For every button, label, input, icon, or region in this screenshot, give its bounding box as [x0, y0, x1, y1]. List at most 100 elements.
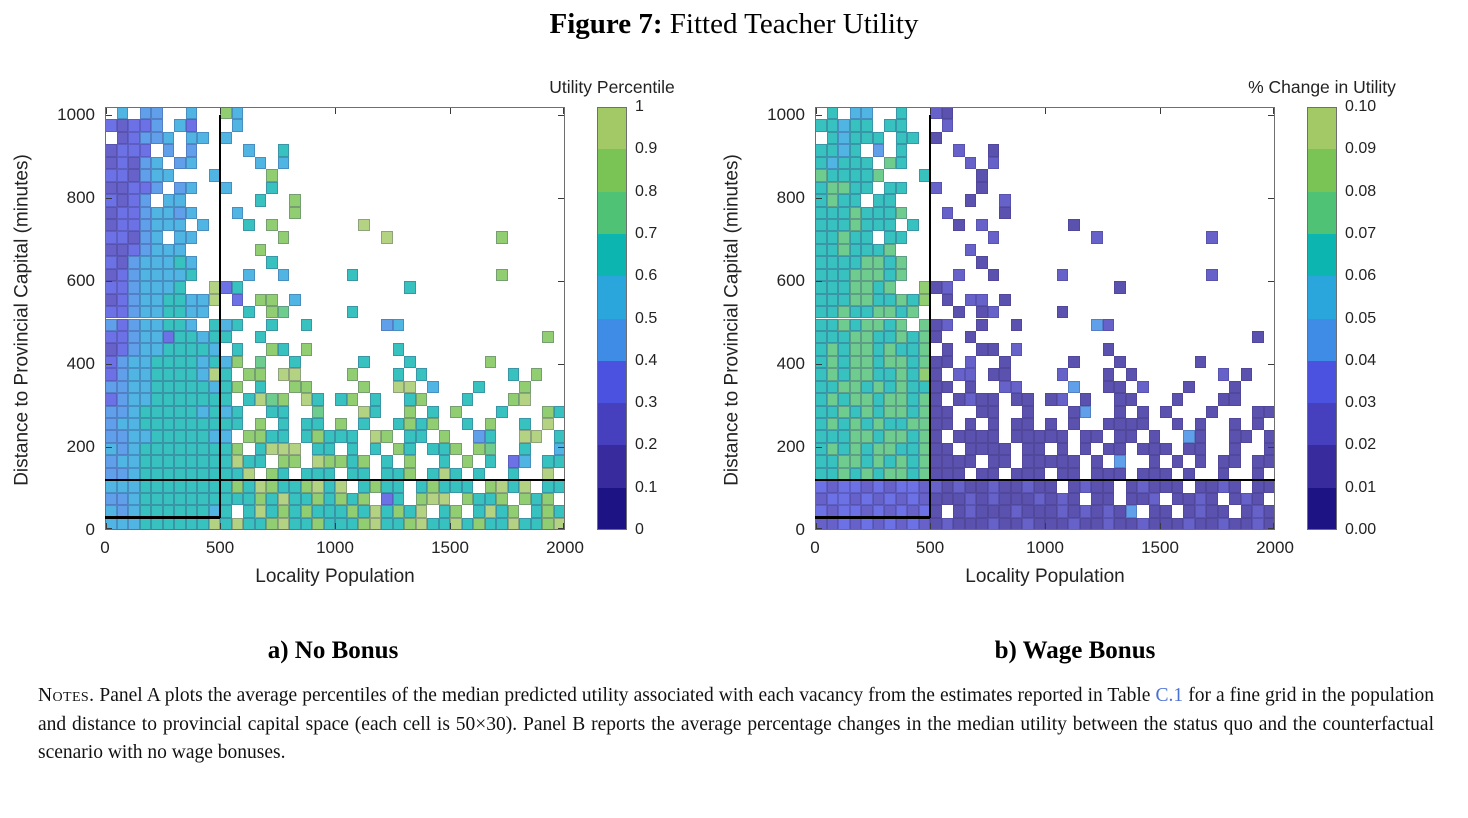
heatmap-cell	[884, 306, 896, 319]
heatmap-cell	[815, 119, 827, 132]
tick-mark	[1045, 108, 1046, 114]
heatmap-cell	[174, 243, 186, 257]
colorbar-title: % Change in Utility	[1248, 77, 1396, 97]
heatmap-cell	[335, 418, 347, 431]
heatmap-cell	[496, 517, 508, 530]
heatmap-cell	[987, 505, 999, 518]
heatmap-cell	[1183, 430, 1195, 443]
heatmap-cell	[1125, 430, 1137, 443]
colorbar-tick-label: 0.02	[1345, 436, 1377, 454]
heatmap-cell	[185, 355, 197, 369]
tick-mark	[816, 281, 822, 283]
heatmap-cell	[1033, 467, 1045, 481]
heatmap-cell	[530, 492, 542, 506]
tick-mark	[106, 447, 112, 449]
heatmap-cell	[174, 318, 186, 331]
heatmap-cell	[1114, 380, 1126, 394]
heatmap-cell	[815, 256, 827, 269]
heatmap-cell	[895, 455, 907, 468]
heatmap-cell	[553, 455, 565, 468]
heatmap-cell	[826, 418, 838, 431]
colorbar	[597, 107, 627, 530]
heatmap-cell	[1102, 505, 1114, 518]
heatmap-cell	[392, 442, 404, 456]
colorbar-tick-label: 0.4	[635, 351, 658, 369]
heatmap-cell	[1022, 517, 1034, 530]
table-ref-link[interactable]: C.1	[1155, 685, 1184, 706]
colorbar-segment	[597, 403, 627, 446]
colorbar-segment	[1307, 107, 1337, 150]
heatmap-cell	[116, 330, 128, 344]
heatmap-cell	[484, 492, 496, 506]
heatmap-cell	[128, 492, 140, 506]
heatmap-cell	[415, 393, 427, 406]
heatmap-cell	[174, 343, 186, 356]
heatmap-cell	[849, 492, 861, 506]
heatmap-cell	[162, 330, 174, 344]
heatmap-cell	[1114, 281, 1126, 294]
heatmap-cell	[1240, 430, 1252, 443]
heatmap-cell	[930, 131, 942, 145]
heatmap-cell	[930, 430, 942, 443]
heatmap-cell	[930, 467, 942, 481]
heatmap-cell	[838, 218, 850, 232]
heatmap-cell	[174, 281, 186, 294]
heatmap-cell	[1125, 368, 1137, 381]
heatmap-cell	[964, 330, 976, 344]
heatmap-cell	[346, 430, 358, 443]
heatmap-cell	[415, 492, 427, 506]
heatmap-cell	[930, 281, 942, 294]
heatmap-cell	[1056, 505, 1068, 518]
x-tick-label: 500	[205, 538, 235, 557]
heatmap-cell	[358, 455, 370, 468]
heatmap-cell	[838, 256, 850, 269]
colorbar-tick-label: 0.5	[635, 309, 658, 327]
heatmap-cell	[1252, 492, 1264, 506]
heatmap-cell	[1229, 442, 1241, 456]
heatmap-cell	[174, 156, 186, 170]
heatmap-cell	[243, 455, 255, 468]
heatmap-cell	[254, 418, 266, 431]
heatmap-cell	[861, 119, 873, 132]
heatmap-cell	[496, 405, 508, 419]
heatmap-cell	[1240, 368, 1252, 381]
heatmap-cell	[185, 330, 197, 344]
y-axis-label: Distance to Provincial Capital (minutes)	[11, 153, 33, 486]
heatmap-cell	[208, 480, 220, 493]
heatmap-cell	[289, 517, 301, 530]
heatmap-cell	[964, 418, 976, 431]
heatmap-cell	[1125, 393, 1137, 406]
heatmap-cell	[128, 194, 140, 207]
heatmap-cell	[1022, 455, 1034, 468]
tick-mark	[106, 364, 112, 366]
heatmap-cell	[930, 517, 942, 530]
heatmap-cell	[162, 405, 174, 419]
heatmap-cell	[289, 355, 301, 369]
heatmap-cell	[930, 355, 942, 369]
heatmap-cell	[208, 405, 220, 419]
heatmap-cell	[208, 467, 220, 481]
heatmap-cell	[427, 442, 439, 456]
heatmap-cell	[849, 268, 861, 282]
heatmap-cell	[473, 430, 485, 443]
heatmap-cell	[312, 430, 324, 443]
heatmap-cell	[826, 355, 838, 369]
heatmap-cell	[1022, 418, 1034, 431]
heatmap-cell	[381, 430, 393, 443]
heatmap-cell	[116, 206, 128, 219]
heatmap-cell	[404, 380, 416, 394]
heatmap-cell	[254, 442, 266, 456]
heatmap-cell	[861, 492, 873, 506]
heatmap-cell	[105, 418, 117, 431]
heatmap-cell	[139, 492, 151, 506]
heatmap-cell	[907, 442, 919, 456]
heatmap-cell	[128, 480, 140, 493]
tick-mark	[335, 523, 336, 529]
heatmap-cell	[128, 405, 140, 419]
heatmap-cell	[1068, 480, 1080, 493]
heatmap-cell	[1045, 418, 1057, 431]
heatmap-cell	[220, 442, 232, 456]
heatmap-cell	[116, 343, 128, 356]
heatmap-cell	[849, 405, 861, 419]
heatmap-cell	[815, 505, 827, 518]
